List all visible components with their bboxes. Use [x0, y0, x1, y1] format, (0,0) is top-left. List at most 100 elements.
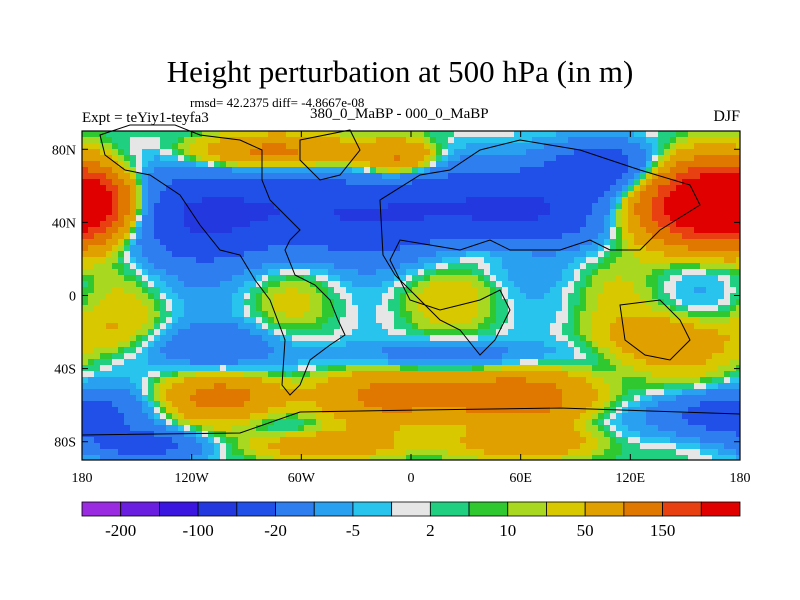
heatmap-cell: [358, 215, 364, 221]
heatmap-cell: [106, 269, 112, 275]
heatmap-cell: [616, 275, 622, 281]
heatmap-cell: [694, 383, 700, 389]
heatmap-cell: [238, 203, 244, 209]
heatmap-cell: [220, 215, 226, 221]
heatmap-cell: [382, 215, 388, 221]
heatmap-cell: [502, 233, 508, 239]
heatmap-cell: [670, 269, 676, 275]
heatmap-cell: [718, 329, 724, 335]
heatmap-cell: [178, 395, 184, 401]
heatmap-cell: [442, 341, 448, 347]
heatmap-cell: [514, 341, 520, 347]
heatmap-cell: [568, 269, 574, 275]
heatmap-cell: [628, 353, 634, 359]
heatmap-cell: [448, 197, 454, 203]
heatmap-cell: [496, 299, 502, 305]
heatmap-cell: [466, 161, 472, 167]
heatmap-cell: [706, 233, 712, 239]
heatmap-cell: [658, 251, 664, 257]
heatmap-cell: [682, 233, 688, 239]
heatmap-cell: [220, 233, 226, 239]
heatmap-cell: [580, 251, 586, 257]
heatmap-cell: [202, 401, 208, 407]
heatmap-cell: [586, 233, 592, 239]
heatmap-cell: [280, 161, 286, 167]
heatmap-cell: [622, 239, 628, 245]
heatmap-cell: [454, 221, 460, 227]
heatmap-cell: [160, 353, 166, 359]
heatmap-cell: [238, 227, 244, 233]
heatmap-cell: [514, 179, 520, 185]
heatmap-cell: [604, 209, 610, 215]
heatmap-cell: [424, 335, 430, 341]
heatmap-cell: [358, 251, 364, 257]
heatmap-cell: [112, 389, 118, 395]
heatmap-cell: [472, 353, 478, 359]
heatmap-cell: [610, 305, 616, 311]
heatmap-cell: [124, 377, 130, 383]
heatmap-cell: [538, 245, 544, 251]
heatmap-cell: [556, 395, 562, 401]
heatmap-cell: [244, 311, 250, 317]
heatmap-cell: [94, 329, 100, 335]
heatmap-cell: [436, 341, 442, 347]
heatmap-cell: [310, 383, 316, 389]
heatmap-cell: [352, 161, 358, 167]
heatmap-cell: [406, 245, 412, 251]
heatmap-cell: [196, 209, 202, 215]
heatmap-cell: [94, 365, 100, 371]
heatmap-cell: [466, 287, 472, 293]
heatmap-cell: [628, 209, 634, 215]
heatmap-cell: [268, 353, 274, 359]
heatmap-cell: [604, 161, 610, 167]
heatmap-cell: [328, 287, 334, 293]
heatmap-cell: [178, 215, 184, 221]
heatmap-cell: [706, 389, 712, 395]
heatmap-cell: [280, 233, 286, 239]
heatmap-cell: [328, 383, 334, 389]
heatmap-cell: [712, 323, 718, 329]
heatmap-cell: [256, 323, 262, 329]
heatmap-cell: [418, 269, 424, 275]
heatmap-cell: [634, 371, 640, 377]
heatmap-cell: [100, 137, 106, 143]
heatmap-cell: [178, 233, 184, 239]
heatmap-cell: [388, 365, 394, 371]
heatmap-cell: [412, 263, 418, 269]
heatmap-cell: [508, 281, 514, 287]
heatmap-cell: [652, 299, 658, 305]
heatmap-cell: [292, 263, 298, 269]
heatmap-cell: [496, 395, 502, 401]
heatmap-cell: [178, 149, 184, 155]
heatmap-cell: [286, 377, 292, 383]
heatmap-cell: [610, 299, 616, 305]
heatmap-cell: [418, 185, 424, 191]
heatmap-cell: [388, 161, 394, 167]
heatmap-cell: [550, 155, 556, 161]
heatmap-cell: [166, 179, 172, 185]
heatmap-cell: [232, 329, 238, 335]
heatmap-cell: [322, 167, 328, 173]
heatmap-cell: [442, 173, 448, 179]
heatmap-cell: [688, 149, 694, 155]
heatmap-cell: [184, 263, 190, 269]
heatmap-cell: [196, 257, 202, 263]
heatmap-cell: [256, 173, 262, 179]
heatmap-cell: [148, 275, 154, 281]
heatmap-cell: [448, 383, 454, 389]
heatmap-cell: [184, 167, 190, 173]
heatmap-cell: [448, 329, 454, 335]
heatmap-cell: [688, 299, 694, 305]
heatmap-cell: [274, 323, 280, 329]
heatmap-cell: [526, 209, 532, 215]
heatmap-cell: [628, 329, 634, 335]
heatmap-cell: [352, 263, 358, 269]
heatmap-cell: [118, 239, 124, 245]
heatmap-cell: [730, 329, 736, 335]
heatmap-cell: [676, 251, 682, 257]
heatmap-cell: [442, 281, 448, 287]
heatmap-cell: [202, 395, 208, 401]
heatmap-cell: [310, 353, 316, 359]
heatmap-cell: [364, 305, 370, 311]
heatmap-cell: [238, 275, 244, 281]
